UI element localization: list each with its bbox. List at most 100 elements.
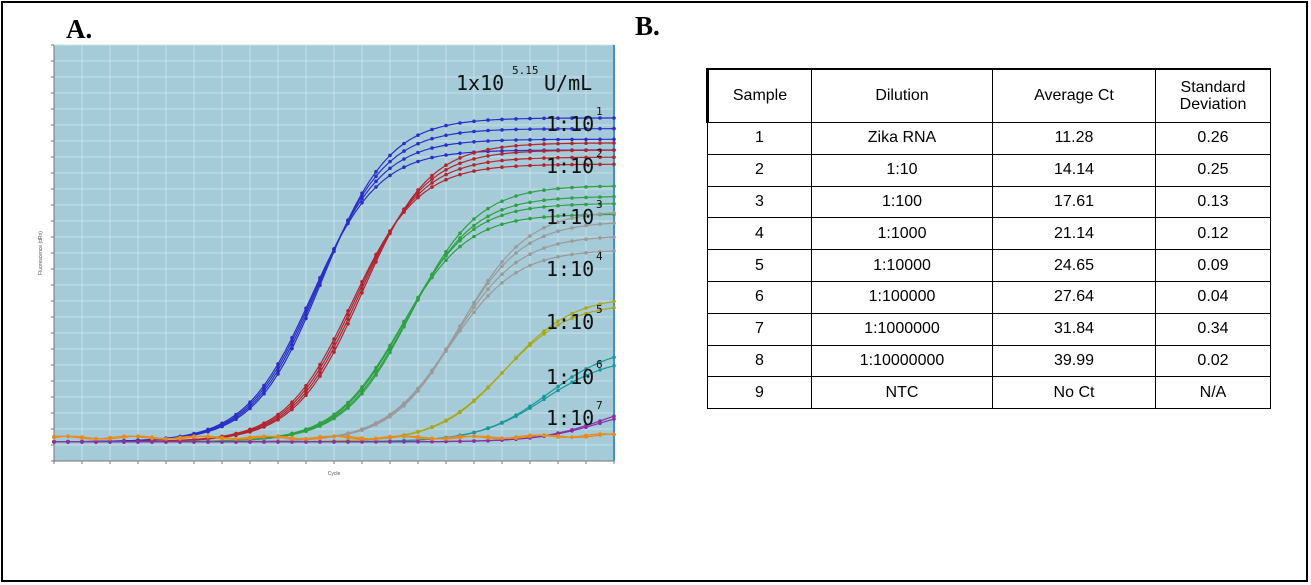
- data-point: [612, 194, 616, 199]
- data-point: [570, 196, 574, 200]
- data-point: [458, 231, 462, 235]
- data-point: [584, 116, 588, 120]
- data-point: [136, 435, 140, 439]
- data-point: [472, 305, 476, 310]
- data-point: [472, 169, 476, 173]
- data-point: [136, 440, 140, 444]
- data-point: [542, 149, 546, 153]
- data-point: [500, 272, 504, 276]
- data-point: [346, 322, 350, 326]
- cell-sample: 8: [707, 344, 812, 378]
- table-row: 1 Zika RNA 11.28 0.26: [707, 122, 1271, 155]
- data-point: [486, 154, 490, 158]
- header-average-ct: Average Ct: [992, 68, 1156, 123]
- data-point: [542, 234, 546, 238]
- data-point: [598, 155, 602, 160]
- data-point: [598, 162, 602, 167]
- data-point: [500, 281, 504, 285]
- dilution-annotation: 1:10: [546, 205, 594, 229]
- data-point: [444, 177, 448, 182]
- cell-sample: 5: [707, 249, 812, 282]
- data-point: [332, 345, 336, 350]
- data-point: [430, 439, 434, 444]
- data-point: [458, 151, 462, 156]
- data-point: [598, 360, 602, 365]
- cell-standard-deviation: 0.09: [1155, 249, 1271, 282]
- data-point: [570, 116, 574, 120]
- data-point: [598, 368, 602, 372]
- data-point: [430, 272, 434, 277]
- data-point: [598, 212, 602, 216]
- data-point: [332, 337, 336, 341]
- cell-dilution: Zika RNA: [811, 122, 993, 155]
- data-point: [472, 234, 476, 239]
- data-point: [500, 260, 504, 264]
- data-point: [458, 236, 462, 240]
- data-point: [556, 203, 560, 208]
- data-point: [612, 211, 616, 215]
- data-point: [500, 420, 504, 425]
- table-row: 8 1:10000000 39.99 0.02: [707, 344, 1271, 378]
- data-point: [318, 366, 322, 371]
- data-point: [500, 165, 504, 169]
- data-point: [234, 417, 238, 422]
- data-point: [360, 291, 364, 295]
- data-point: [500, 138, 504, 143]
- data-point: [290, 433, 294, 437]
- data-point: [612, 126, 616, 131]
- data-point: [584, 137, 588, 142]
- data-point: [304, 390, 308, 394]
- data-point: [486, 214, 490, 219]
- data-point: [472, 151, 476, 155]
- data-point: [584, 195, 588, 200]
- cell-sample: 2: [707, 153, 812, 187]
- data-point: [360, 437, 364, 441]
- data-point: [612, 355, 616, 360]
- data-point: [332, 416, 336, 421]
- data-point: [570, 148, 574, 153]
- data-point: [556, 319, 560, 324]
- data-point: [556, 255, 560, 259]
- data-point: [556, 148, 560, 153]
- data-point: [276, 417, 280, 422]
- data-point: [430, 437, 434, 441]
- data-point: [444, 249, 448, 254]
- data-point: [556, 163, 560, 167]
- data-point: [122, 434, 126, 439]
- data-point: [514, 435, 518, 439]
- data-point: [416, 150, 420, 155]
- data-point: [416, 389, 420, 393]
- data-point: [332, 341, 336, 346]
- data-point: [612, 137, 616, 142]
- dilution-annotation: 1:10: [546, 257, 594, 281]
- data-point: [584, 251, 588, 255]
- data-point: [514, 194, 518, 198]
- data-point: [444, 153, 448, 157]
- data-point: [584, 141, 588, 145]
- data-point: [472, 300, 476, 305]
- data-point: [220, 436, 224, 441]
- data-point: [500, 436, 504, 441]
- data-point: [374, 169, 378, 174]
- dilution-annotation: 1:10: [546, 154, 594, 178]
- data-point: [192, 434, 196, 439]
- data-point: [388, 434, 392, 439]
- data-point: [318, 283, 322, 287]
- data-point: [542, 394, 546, 399]
- cell-dilution: 1:1000000: [811, 312, 993, 346]
- data-point: [612, 155, 616, 159]
- data-point: [66, 440, 70, 444]
- data-point: [388, 173, 392, 178]
- data-point: [248, 440, 252, 444]
- data-point: [444, 258, 448, 262]
- dilution-exponent: 5: [596, 303, 603, 316]
- dilution-annotation: 1:10: [546, 310, 594, 334]
- data-point: [444, 168, 448, 172]
- data-point: [486, 219, 490, 223]
- data-point: [346, 440, 350, 444]
- data-point: [528, 127, 532, 131]
- data-point: [304, 440, 308, 444]
- data-point: [542, 397, 546, 402]
- dilution-annotation: 1:10: [546, 112, 594, 136]
- data-point: [528, 190, 532, 195]
